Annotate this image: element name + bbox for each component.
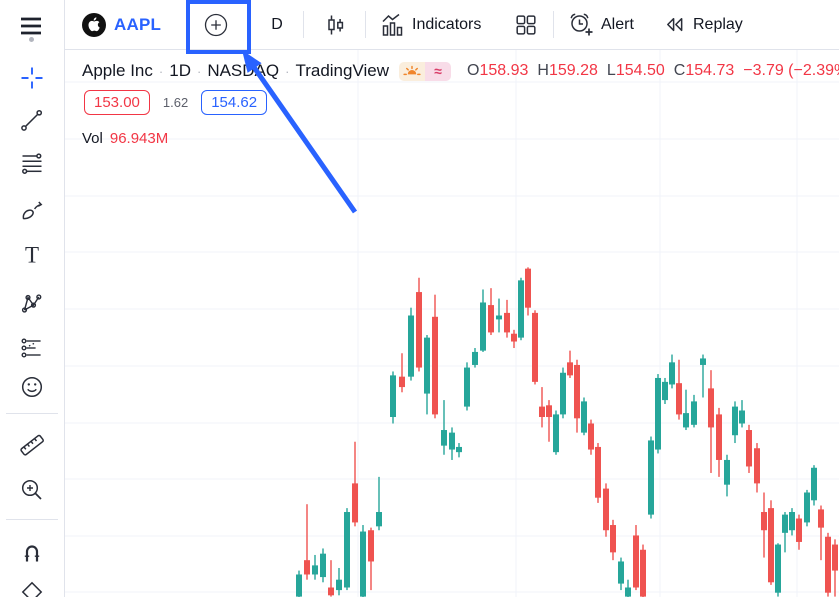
divider xyxy=(64,0,65,49)
divider xyxy=(6,413,58,414)
buy-sell-row: 153.00 1.62 154.62 xyxy=(84,90,268,115)
title-part[interactable]: TradingView xyxy=(295,61,390,80)
text-tool[interactable]: T xyxy=(18,241,46,269)
symbol-header-row: Apple Inc · 1D · NASDAQ · TradingView ≈ O158.9… xyxy=(82,58,839,84)
indicators-label: Indicators xyxy=(412,15,482,33)
candles xyxy=(296,267,838,597)
fib-retracement-tool[interactable] xyxy=(18,149,46,177)
change-value: −3.79 (−2.39%) xyxy=(743,62,839,79)
crosshair-tool[interactable] xyxy=(18,64,46,92)
long-short-position-tool[interactable] xyxy=(18,333,46,361)
data-notice-wave-icon[interactable]: ≈ xyxy=(425,61,452,81)
brush-tool[interactable] xyxy=(18,196,46,224)
divider xyxy=(553,11,554,38)
drawing-toolbar: T xyxy=(0,49,65,597)
alert-label: Alert xyxy=(601,15,634,33)
zoom-in-tool[interactable] xyxy=(18,476,46,504)
title-part[interactable]: 1D xyxy=(169,61,191,80)
volume-value: 96.943M xyxy=(109,130,169,147)
symbol-name: AAPL xyxy=(114,14,162,34)
magnet-tool[interactable] xyxy=(18,538,46,566)
menu-notification-dot xyxy=(29,37,34,42)
volume-label: Vol xyxy=(82,130,103,147)
ohlc-item: L154.50 xyxy=(606,62,665,79)
title-separator: · xyxy=(196,63,202,79)
grid-layout-icon xyxy=(513,12,539,38)
title-part[interactable]: Apple Inc xyxy=(82,61,153,80)
ohlc-item: C154.73 xyxy=(673,62,735,79)
divider xyxy=(303,11,304,38)
plus-circle-icon xyxy=(201,10,231,40)
divider xyxy=(6,519,58,520)
ohlc-item: H159.28 xyxy=(537,62,598,79)
hamburger-menu-button[interactable] xyxy=(17,7,47,45)
replay-label: Replay xyxy=(693,15,743,33)
xabcd-pattern-tool[interactable] xyxy=(18,289,46,317)
edit-tool[interactable] xyxy=(18,578,46,597)
title-separator: · xyxy=(158,63,164,79)
divider xyxy=(250,11,251,38)
title-part[interactable]: NASDAQ xyxy=(207,61,280,80)
alert-clock-icon xyxy=(567,11,595,39)
replay-button[interactable]: Replay xyxy=(662,0,743,49)
spread-value: 1.62 xyxy=(162,95,189,110)
ohlc-values: O158.93 H159.28 L154.50 C154.73 −3.79 (−2.39… xyxy=(467,62,839,80)
divider xyxy=(365,11,366,38)
symbol-title[interactable]: Apple Inc · 1D · NASDAQ · TradingView xyxy=(82,61,389,81)
interval-button[interactable]: D xyxy=(262,0,292,49)
svg-text:T: T xyxy=(25,243,39,268)
title-separator: · xyxy=(285,63,290,79)
measure-tool[interactable] xyxy=(18,431,46,459)
chart-style-button[interactable] xyxy=(318,10,352,39)
trend-line-tool[interactable] xyxy=(18,106,46,134)
symbol-search-button[interactable]: AAPL xyxy=(82,0,161,49)
indicators-icon xyxy=(379,11,407,39)
symbol-badges: ≈ xyxy=(399,61,452,81)
chart-gridlines xyxy=(65,50,839,597)
emoji-tool[interactable] xyxy=(18,373,46,401)
top-toolbar: AAPL D xyxy=(0,0,839,50)
candlestick-icon xyxy=(321,11,349,39)
alert-button[interactable]: Alert xyxy=(567,0,634,49)
ohlc-item: O158.93 xyxy=(467,62,529,79)
apple-logo-icon xyxy=(82,12,106,37)
volume-row: Vol 96.943M xyxy=(82,130,168,147)
indicators-button[interactable]: Indicators xyxy=(379,0,481,49)
market-status-sunrise-icon[interactable] xyxy=(399,61,426,81)
buy-button[interactable]: 154.62 xyxy=(201,90,268,115)
sell-button[interactable]: 153.00 xyxy=(84,90,150,115)
rewind-icon xyxy=(662,12,687,37)
layout-grid-button[interactable] xyxy=(509,10,543,39)
compare-add-symbol-button[interactable] xyxy=(198,7,233,42)
hamburger-icon xyxy=(17,12,47,40)
